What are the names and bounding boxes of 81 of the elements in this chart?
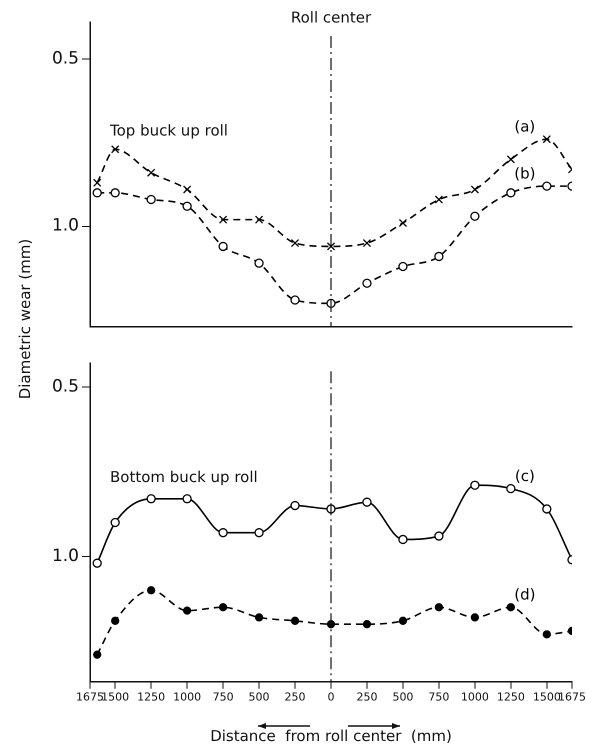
point — [218, 603, 228, 612]
point — [218, 528, 228, 538]
y-tick-label: 1.0 — [52, 216, 79, 236]
point — [110, 145, 120, 154]
point — [470, 185, 480, 194]
point — [290, 295, 300, 305]
x-tick-label: 750 — [212, 690, 234, 704]
x-axis-title: Distance from roll center (mm) — [210, 726, 452, 745]
y-tick-label: 1.0 — [52, 546, 79, 566]
point — [434, 603, 444, 612]
x-tick-label: 1500 — [532, 690, 561, 704]
point — [92, 188, 102, 198]
point — [362, 238, 372, 248]
x-tick-label: 1675 — [76, 690, 104, 704]
point — [470, 613, 480, 622]
point — [506, 155, 516, 164]
point — [362, 498, 372, 507]
point — [182, 185, 192, 194]
x-tick-label: 250 — [284, 690, 306, 704]
point — [254, 215, 264, 224]
point — [398, 218, 408, 228]
x-tick-label: 1250 — [137, 690, 166, 704]
point — [146, 494, 156, 504]
point — [506, 603, 515, 612]
y-tick-label: 0.5 — [52, 48, 79, 68]
point — [111, 616, 120, 625]
point — [434, 531, 444, 541]
x-tick-label: 1000 — [460, 690, 489, 704]
point — [542, 135, 552, 144]
point — [290, 616, 300, 625]
point — [326, 242, 336, 251]
point — [470, 212, 480, 221]
y-axis-title: Diametric wear (mm) — [16, 238, 34, 402]
x-tick-label: 1675 — [558, 690, 586, 704]
point — [290, 500, 300, 510]
x-tick-label: 1000 — [173, 690, 202, 704]
point — [182, 202, 192, 211]
x-tick-label: 1500 — [101, 690, 130, 704]
point — [290, 238, 300, 248]
point — [542, 181, 552, 191]
point — [398, 262, 408, 272]
point — [254, 613, 264, 622]
point — [93, 178, 102, 187]
point — [182, 494, 192, 504]
point — [506, 484, 516, 494]
series-label: (d) — [514, 586, 536, 604]
point — [146, 168, 156, 177]
point — [146, 194, 156, 204]
point — [254, 528, 264, 538]
x-tick-label: 500 — [392, 690, 414, 704]
point — [218, 242, 228, 252]
point — [542, 630, 551, 638]
point — [147, 586, 156, 594]
point — [218, 215, 228, 224]
point — [362, 620, 372, 628]
y-tick-label: 0.5 — [52, 376, 79, 396]
point — [110, 518, 120, 528]
point — [92, 558, 102, 568]
point — [110, 188, 120, 198]
ref-line-label: Roll center — [290, 8, 372, 26]
x-tick-label: 750 — [428, 690, 450, 704]
annotation: Bottom buck up roll — [110, 468, 258, 486]
series-label: (c) — [514, 466, 535, 485]
point — [434, 252, 444, 262]
series-label: (a) — [514, 118, 536, 136]
x-tick-label: 250 — [356, 690, 378, 704]
point — [182, 606, 192, 615]
point — [93, 650, 102, 659]
point — [506, 188, 516, 198]
x-tick-label: 0 — [328, 690, 334, 704]
x-tick-label: 500 — [248, 690, 270, 704]
annotation: Top buck up roll — [109, 122, 228, 140]
point — [398, 534, 408, 544]
x-tick-label: 1250 — [496, 690, 525, 704]
point — [542, 504, 552, 514]
point — [434, 195, 444, 204]
point — [254, 258, 264, 268]
point — [398, 616, 408, 625]
point — [470, 480, 480, 490]
series-label: (b) — [514, 164, 536, 183]
point — [362, 278, 372, 288]
